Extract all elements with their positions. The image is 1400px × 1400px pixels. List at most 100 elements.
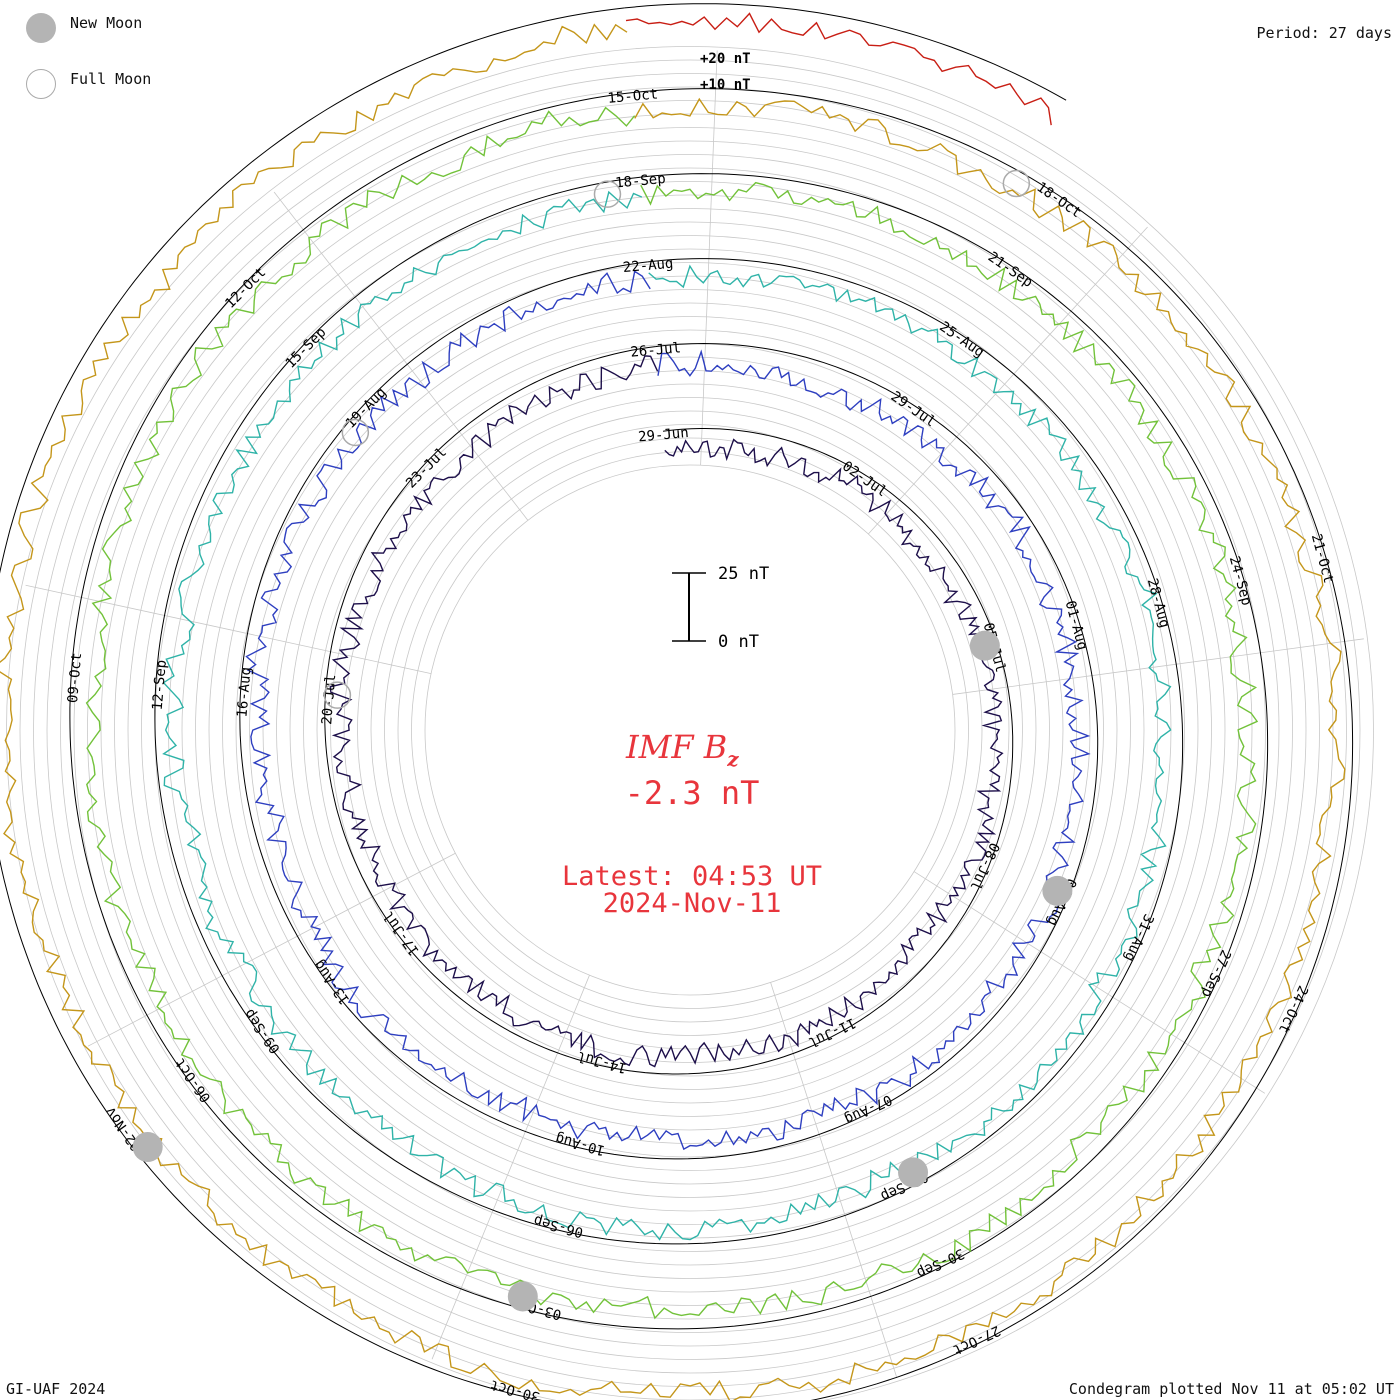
- series-trace-5: [625, 12, 1052, 126]
- grid-ring: [46, 86, 1334, 1374]
- date-label: 18-Oct: [1033, 179, 1084, 221]
- ring-scale-label-20: +20 nT: [700, 51, 751, 67]
- grid-spoke: [913, 871, 1266, 1094]
- ring-scale: +20 nT +10 nT: [700, 51, 751, 93]
- grid-ring: [316, 356, 1064, 1104]
- date-label: 18-Sep: [615, 171, 667, 192]
- grid-spoke: [431, 975, 590, 1360]
- date-label: 05-Nov: [0, 645, 1, 697]
- date-label: 27-Sep: [1198, 947, 1234, 1000]
- grid-ring: [384, 424, 996, 1036]
- date-label: 01-Aug: [1062, 599, 1091, 652]
- new-moon-marker: [1042, 875, 1073, 906]
- grid-ring: [289, 329, 1091, 1131]
- grid-ring: [87, 127, 1293, 1333]
- plotted-timestamp: Condegram plotted Nov 11 at 05:02 UT: [1068, 1380, 1394, 1398]
- grid-ring: [249, 289, 1131, 1171]
- grid-ring: [235, 275, 1145, 1185]
- grid-ring: [397, 437, 983, 1023]
- series-trace-0: [329, 355, 1004, 1068]
- grid-ring: [100, 140, 1280, 1320]
- full-moon-legend-icon: [26, 69, 56, 99]
- ring-scale-label-10: +10 nT: [700, 77, 751, 93]
- grid-spoke: [700, 50, 718, 466]
- credit-label: GI-UAF 2024: [6, 1380, 106, 1398]
- baseline-turn-5: [624, 3, 1067, 101]
- grid-ring: [357, 397, 1023, 1063]
- series-trace-4: [0, 23, 1346, 1400]
- date-label: 31-Aug: [1121, 911, 1157, 964]
- new-moon-legend-label: New Moon: [70, 14, 143, 32]
- baseline-turn-1: [239, 261, 1099, 1160]
- grid-ring: [343, 383, 1037, 1077]
- latest-time: Latest: 04:53 UT: [562, 861, 822, 892]
- date-label: 12-Oct: [222, 265, 269, 312]
- grid-ring: [195, 235, 1185, 1225]
- baseline-turn-2: [154, 176, 1184, 1245]
- quantity-label: IMF Bz: [625, 728, 739, 771]
- grid-ring: [411, 451, 969, 1009]
- date-label: 21-Oct: [1308, 532, 1337, 585]
- latest-date: 2024-Nov-11: [603, 888, 782, 919]
- grid-spoke: [770, 982, 898, 1378]
- date-label: 30-Oct: [488, 1376, 541, 1400]
- full-moon-legend-label: Full Moon: [70, 70, 152, 88]
- scale-bar-bottom-label: 0 nT: [718, 632, 759, 652]
- grid-ring: [222, 262, 1158, 1198]
- date-label: 12-Sep: [150, 659, 170, 711]
- grid-ring: [181, 221, 1199, 1239]
- grid-ring: [276, 316, 1104, 1144]
- center-readout: IMF Bz -2.3 nT Latest: 04:53 UT 2024-Nov…: [562, 728, 822, 919]
- grid-ring: [73, 113, 1307, 1347]
- series-trace-2: [162, 190, 1172, 1241]
- grid-spoke: [868, 226, 1148, 535]
- date-label: 22-Aug: [622, 256, 674, 277]
- date-label: 16-Aug: [234, 666, 254, 718]
- grid-ring: [330, 370, 1050, 1090]
- new-moon-legend-icon: [26, 13, 56, 43]
- grid-ring: [6, 46, 1374, 1400]
- grid-ring: [370, 410, 1010, 1050]
- baseline-turn-4: [0, 7, 1354, 1400]
- new-moon-marker: [969, 630, 1000, 661]
- date-label: 20-Jul: [319, 674, 339, 726]
- baseline-turn-0: [324, 346, 1014, 1075]
- date-label: 17-Jul: [381, 908, 423, 959]
- bz-series-spiral: [0, 12, 1346, 1400]
- date-label: 09-Oct: [65, 652, 85, 704]
- date-label: 29-Jun: [638, 425, 690, 446]
- date-label: 14-Jul: [576, 1048, 629, 1076]
- date-label: 25-Aug: [936, 319, 987, 361]
- new-moon-marker: [898, 1157, 929, 1188]
- grid-spoke: [273, 191, 529, 521]
- period-label: Period: 27 days: [1256, 24, 1392, 42]
- date-label: 29-Jul: [888, 389, 939, 431]
- bz-value: -2.3 nT: [625, 774, 760, 812]
- date-label: 15-Oct: [607, 86, 659, 107]
- date-label: 30-Sep: [914, 1245, 967, 1281]
- full-moon-marker: [1002, 169, 1031, 198]
- grid-ring: [19, 59, 1361, 1400]
- ring-grid: [0, 3, 1374, 1400]
- grid-ring: [60, 100, 1320, 1360]
- full-moon-marker: [593, 180, 622, 208]
- date-label: 26-Jul: [630, 340, 682, 361]
- grid-ring: [262, 302, 1118, 1158]
- moon-markers: [132, 169, 1073, 1312]
- date-label: 15-Sep: [283, 325, 330, 372]
- date-label: 27-Oct: [950, 1322, 1003, 1358]
- nT-scale-bar: 25 nT 0 nT: [672, 564, 769, 652]
- date-label: 24-Sep: [1226, 554, 1255, 607]
- series-trace-1: [245, 270, 1091, 1151]
- grid-ring: [168, 208, 1212, 1252]
- new-moon-marker: [132, 1131, 163, 1162]
- grid-ring: [424, 464, 956, 996]
- full-moon-marker: [341, 418, 370, 447]
- scale-bar-top-label: 25 nT: [718, 564, 769, 584]
- series-trace-3: [85, 106, 1259, 1320]
- date-label: 23-Jul: [403, 444, 450, 491]
- grid-spoke: [952, 638, 1364, 695]
- full-moon-marker: [323, 681, 352, 709]
- new-moon-marker: [507, 1281, 538, 1312]
